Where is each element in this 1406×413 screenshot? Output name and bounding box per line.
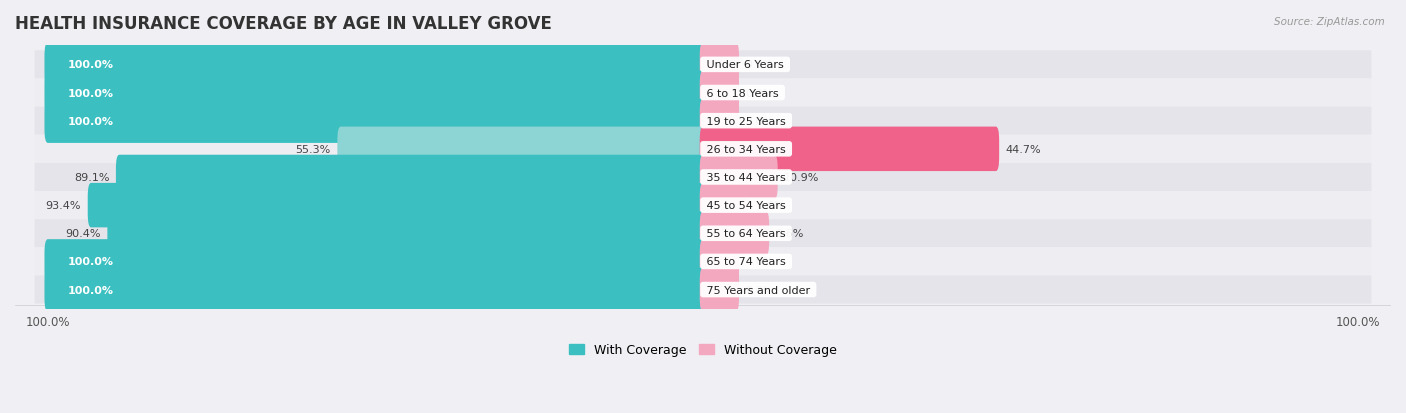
Text: 55.3%: 55.3% <box>295 145 330 154</box>
Text: 9.6%: 9.6% <box>776 229 804 239</box>
FancyBboxPatch shape <box>337 127 706 172</box>
FancyBboxPatch shape <box>35 192 1371 220</box>
FancyBboxPatch shape <box>87 183 706 228</box>
Text: 65 to 74 Years: 65 to 74 Years <box>703 257 789 267</box>
Text: 19 to 25 Years: 19 to 25 Years <box>703 116 789 126</box>
FancyBboxPatch shape <box>45 240 706 284</box>
Text: 75 Years and older: 75 Years and older <box>703 285 814 295</box>
FancyBboxPatch shape <box>700 43 740 88</box>
Text: Source: ZipAtlas.com: Source: ZipAtlas.com <box>1274 17 1385 26</box>
FancyBboxPatch shape <box>700 127 1000 172</box>
FancyBboxPatch shape <box>35 248 1371 276</box>
FancyBboxPatch shape <box>700 183 749 228</box>
Text: Under 6 Years: Under 6 Years <box>703 60 787 70</box>
Text: 44.7%: 44.7% <box>1005 145 1042 154</box>
FancyBboxPatch shape <box>700 71 740 116</box>
FancyBboxPatch shape <box>35 135 1371 164</box>
FancyBboxPatch shape <box>45 43 706 88</box>
FancyBboxPatch shape <box>45 99 706 144</box>
Text: 35 to 44 Years: 35 to 44 Years <box>703 173 789 183</box>
Text: 26 to 34 Years: 26 to 34 Years <box>703 145 789 154</box>
FancyBboxPatch shape <box>35 220 1371 248</box>
Text: 6 to 18 Years: 6 to 18 Years <box>703 88 782 98</box>
FancyBboxPatch shape <box>35 276 1371 304</box>
Text: 0.0%: 0.0% <box>745 285 773 295</box>
Text: 89.1%: 89.1% <box>75 173 110 183</box>
Text: 0.0%: 0.0% <box>745 88 773 98</box>
Legend: With Coverage, Without Coverage: With Coverage, Without Coverage <box>564 338 842 361</box>
Text: 93.4%: 93.4% <box>45 201 82 211</box>
Text: HEALTH INSURANCE COVERAGE BY AGE IN VALLEY GROVE: HEALTH INSURANCE COVERAGE BY AGE IN VALL… <box>15 15 553 33</box>
Text: 100.0%: 100.0% <box>67 60 114 70</box>
Text: 45 to 54 Years: 45 to 54 Years <box>703 201 789 211</box>
FancyBboxPatch shape <box>700 268 740 312</box>
FancyBboxPatch shape <box>700 99 740 144</box>
Text: 10.9%: 10.9% <box>785 173 820 183</box>
FancyBboxPatch shape <box>115 155 706 200</box>
Text: 0.0%: 0.0% <box>745 257 773 267</box>
Text: 0.0%: 0.0% <box>745 60 773 70</box>
FancyBboxPatch shape <box>700 211 769 256</box>
FancyBboxPatch shape <box>700 155 778 200</box>
FancyBboxPatch shape <box>700 240 740 284</box>
FancyBboxPatch shape <box>45 268 706 312</box>
Text: 100.0%: 100.0% <box>67 116 114 126</box>
FancyBboxPatch shape <box>35 107 1371 135</box>
FancyBboxPatch shape <box>35 51 1371 79</box>
FancyBboxPatch shape <box>35 79 1371 107</box>
Text: 100.0%: 100.0% <box>67 257 114 267</box>
Text: 55 to 64 Years: 55 to 64 Years <box>703 229 789 239</box>
FancyBboxPatch shape <box>45 71 706 116</box>
FancyBboxPatch shape <box>35 164 1371 192</box>
Text: 0.0%: 0.0% <box>745 116 773 126</box>
Text: 100.0%: 100.0% <box>67 285 114 295</box>
Text: 100.0%: 100.0% <box>67 88 114 98</box>
FancyBboxPatch shape <box>107 211 706 256</box>
Text: 6.6%: 6.6% <box>756 201 785 211</box>
Text: 90.4%: 90.4% <box>65 229 101 239</box>
